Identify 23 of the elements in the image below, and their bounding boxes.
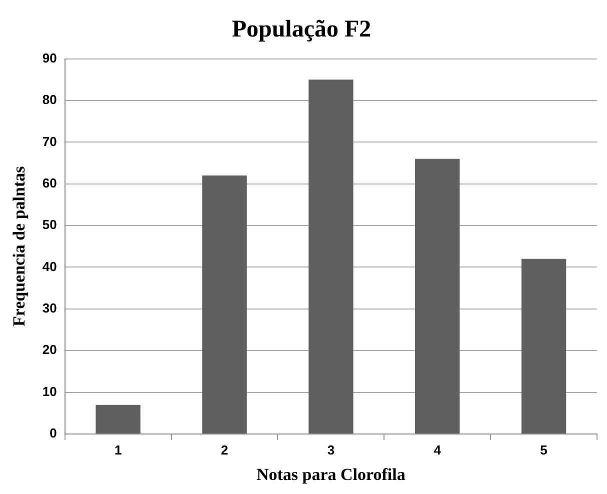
y-tick-label: 20 [42,342,57,358]
y-axis-title: Frequencia de palntas [10,166,29,327]
y-tick-label: 0 [50,426,57,441]
x-tick-label: 1 [114,442,122,458]
y-tick-label: 60 [42,175,57,190]
x-tick-label: 3 [327,442,335,458]
x-axis-title: Notas para Clorofila [256,465,406,484]
y-tick-label: 40 [42,258,57,274]
bar [521,258,566,434]
y-tick-label: 30 [42,300,57,316]
bar [308,80,354,434]
y-tick-label: 10 [42,384,57,399]
x-tick-label: 2 [220,442,228,458]
chart-title: População F2 [232,16,372,43]
bar [415,158,460,434]
x-tick-label: 5 [540,442,548,458]
y-tick-label: 90 [42,50,57,66]
x-tick-label: 4 [434,442,442,458]
bar [96,404,140,434]
bar [202,176,247,434]
y-tick-label: 80 [42,92,57,108]
y-tick-label: 70 [42,134,57,149]
y-tick-label: 50 [42,217,57,232]
